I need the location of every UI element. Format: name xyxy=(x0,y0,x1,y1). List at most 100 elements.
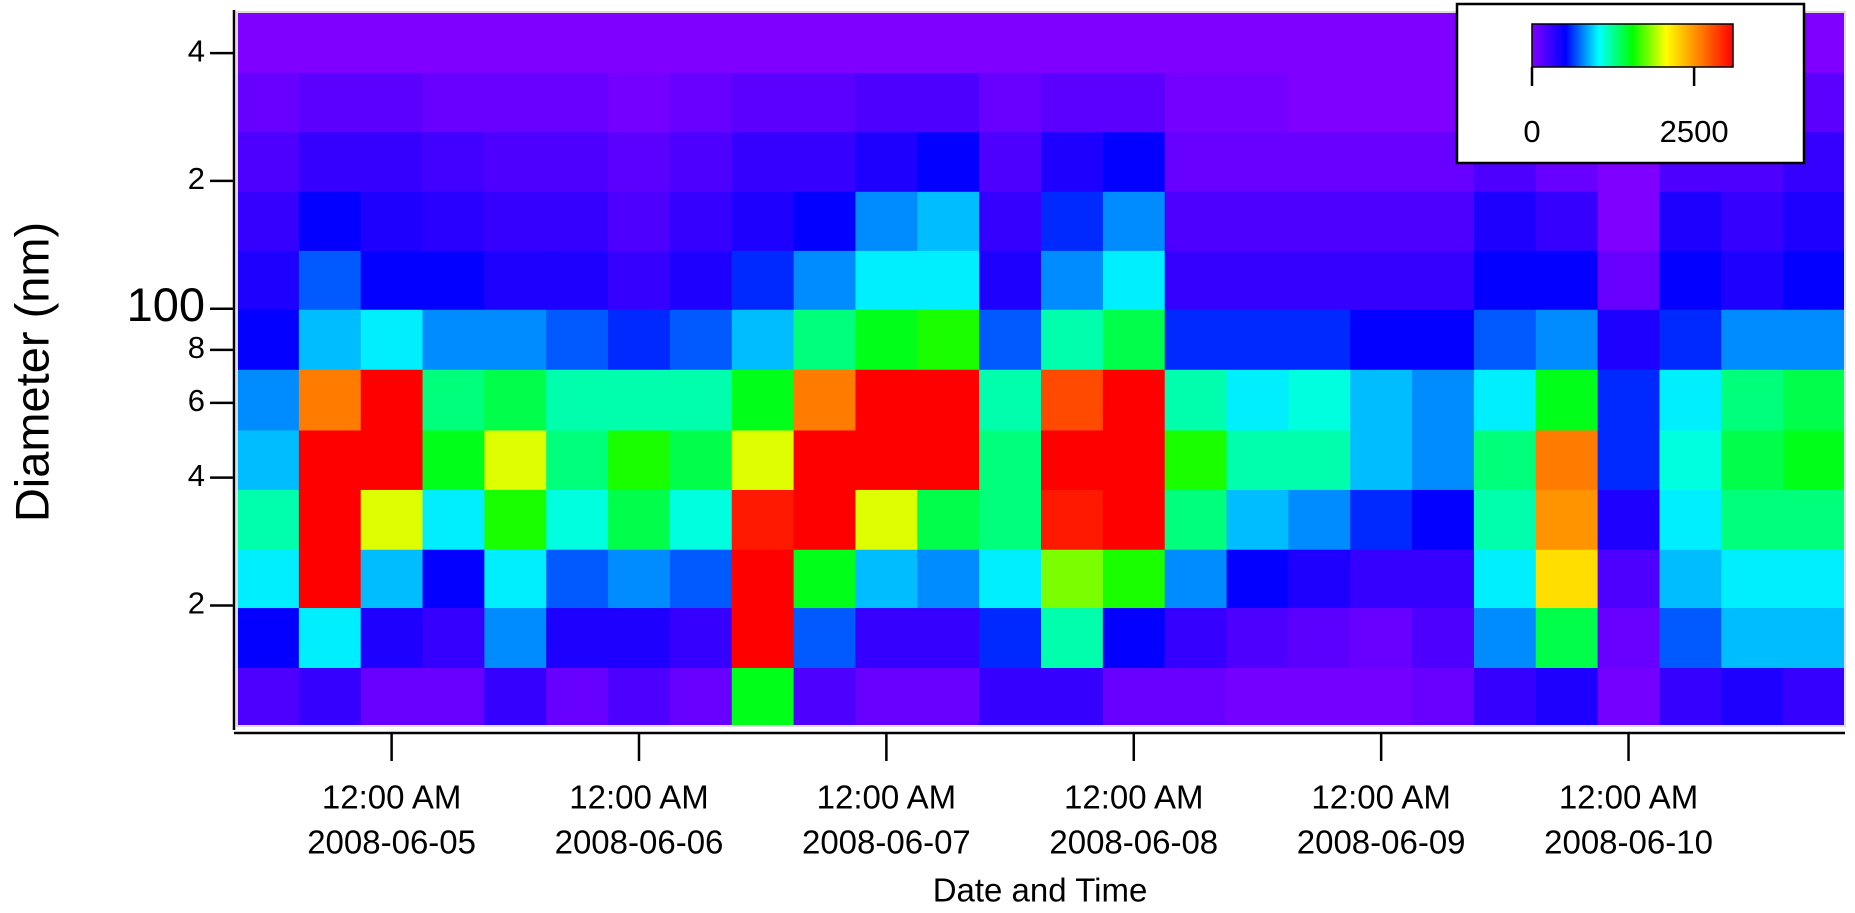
heatmap-cell xyxy=(546,607,609,669)
heatmap-cell xyxy=(669,549,733,609)
heatmap-cell xyxy=(979,549,1042,609)
heatmap-cell xyxy=(669,191,733,251)
heatmap-cell xyxy=(1597,429,1660,490)
heatmap-cell xyxy=(1288,429,1351,490)
heatmap-cell xyxy=(669,12,733,73)
heatmap-cell xyxy=(1412,667,1475,726)
heatmap-cell xyxy=(484,309,547,370)
heatmap-cell xyxy=(731,607,795,669)
heatmap-cell xyxy=(731,429,795,490)
y-tick-label: 4 xyxy=(188,33,205,68)
heatmap-cell xyxy=(855,12,918,73)
heatmap-cell xyxy=(1350,489,1413,550)
heatmap-cell xyxy=(1721,429,1784,490)
heatmap-cell xyxy=(1721,369,1784,431)
heatmap-cell xyxy=(1102,369,1166,431)
heatmap-cell xyxy=(360,549,424,609)
heatmap-cell xyxy=(546,309,609,370)
heatmap-cell xyxy=(360,369,424,431)
heatmap-cell xyxy=(1659,549,1722,609)
heatmap-cell xyxy=(855,489,918,550)
heatmap-cell xyxy=(1783,191,1845,251)
heatmap-cell xyxy=(1350,667,1413,726)
heatmap-cell xyxy=(1721,549,1784,609)
heatmap-cell xyxy=(1226,12,1289,73)
heatmap-cell xyxy=(1721,667,1784,726)
heatmap-cell xyxy=(546,667,609,726)
heatmap-cell xyxy=(1041,549,1104,609)
heatmap-cell xyxy=(669,72,733,133)
heatmap-cell xyxy=(793,667,856,726)
heatmap-cell xyxy=(793,489,856,550)
heatmap-cell xyxy=(1041,667,1104,726)
heatmap-cell xyxy=(1412,250,1475,310)
heatmap-cell xyxy=(855,191,918,251)
heatmap-cell xyxy=(1412,369,1475,431)
heatmap-cell xyxy=(1164,191,1228,251)
heatmap-cell xyxy=(237,191,300,251)
heatmap-cell xyxy=(422,667,485,726)
heatmap-cell xyxy=(237,607,300,669)
heatmap-cell xyxy=(484,131,547,192)
heatmap-cell xyxy=(1535,489,1599,550)
x-tick-label: 2008-06-09 xyxy=(1297,824,1466,861)
heatmap-cell xyxy=(360,12,424,73)
heatmap-cell xyxy=(1102,489,1166,550)
heatmap-cell xyxy=(1535,607,1599,669)
heatmap-cell xyxy=(1597,250,1660,310)
heatmap-cell xyxy=(422,607,485,669)
heatmap-cell xyxy=(1535,429,1599,490)
heatmap-cell xyxy=(1473,250,1537,310)
heatmap-cell xyxy=(237,369,300,431)
x-tick-label: 12:00 AM xyxy=(817,779,956,816)
heatmap-cell xyxy=(669,429,733,490)
heatmap-cell xyxy=(608,191,671,251)
heatmap-cell xyxy=(422,309,485,370)
heatmap-cell xyxy=(1350,369,1413,431)
heatmap-cell xyxy=(237,72,300,133)
heatmap-cell xyxy=(917,12,980,73)
heatmap-cell xyxy=(731,72,795,133)
heatmap-cell xyxy=(1102,607,1166,669)
y-tick-label: 8 xyxy=(188,330,205,365)
heatmap-cell xyxy=(237,667,300,726)
colorbar-tick-label: 2500 xyxy=(1660,114,1729,149)
heatmap-cell xyxy=(731,250,795,310)
heatmap-cell xyxy=(1597,309,1660,370)
heatmap-cell xyxy=(484,12,547,73)
heatmap-cell xyxy=(1721,250,1784,310)
y-tick-label: 4 xyxy=(188,458,205,493)
heatmap-cell xyxy=(1597,607,1660,669)
heatmap-cell xyxy=(793,72,856,133)
heatmap-cell xyxy=(298,191,362,251)
heatmap-cell xyxy=(855,369,918,431)
heatmap-cell xyxy=(855,250,918,310)
y-tick-label: 6 xyxy=(188,383,205,418)
x-tick-label: 12:00 AM xyxy=(1559,779,1698,816)
heatmap-cell xyxy=(1102,429,1166,490)
heatmap-cell xyxy=(1597,489,1660,550)
heatmap-cell xyxy=(1535,250,1599,310)
heatmap-cell xyxy=(484,191,547,251)
heatmap-cell xyxy=(1041,309,1104,370)
heatmap-cell xyxy=(1721,607,1784,669)
heatmap-cell xyxy=(1164,667,1228,726)
heatmap-cell xyxy=(1288,607,1351,669)
heatmap-cell xyxy=(917,549,980,609)
heatmap-cell xyxy=(1102,309,1166,370)
heatmap-cell xyxy=(1102,549,1166,609)
heatmap-cell xyxy=(1412,191,1475,251)
heatmap-cell xyxy=(855,667,918,726)
heatmap-cell xyxy=(1350,309,1413,370)
heatmap-cell xyxy=(1721,489,1784,550)
heatmap-cell xyxy=(1164,429,1228,490)
heatmap-cell xyxy=(1597,369,1660,431)
heatmap-cell xyxy=(1164,489,1228,550)
heatmap-cell xyxy=(1659,250,1722,310)
heatmap-cell xyxy=(669,667,733,726)
heatmap-cell xyxy=(237,250,300,310)
heatmap-cell xyxy=(360,250,424,310)
heatmap-cell xyxy=(1659,309,1722,370)
